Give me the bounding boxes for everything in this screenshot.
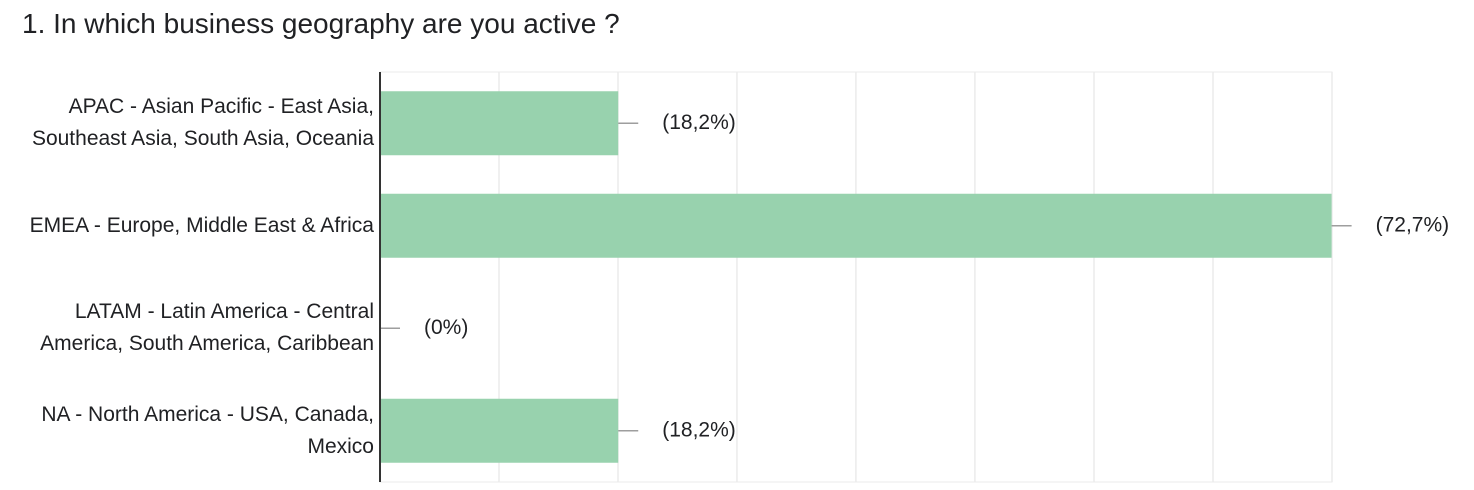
value-label: (18,2%) [662,418,736,441]
y-tick-label: EMEA - Europe, Middle East & Africa [29,213,374,237]
value-label: (0%) [424,316,468,339]
bar [380,91,619,156]
bar [380,398,619,463]
chart-title: 1. In which business geography are you a… [22,8,620,39]
bar [380,193,1332,258]
y-tick-label: LATAM - Latin America - Central America,… [40,300,374,356]
value-label: (18,2%) [662,111,736,134]
value-label: (72,7%) [1376,213,1450,236]
y-tick-label: APAC - Asian Pacific - East Asia, Southe… [31,95,374,151]
y-tick-label: NA - North America - USA, Canada, Mexico [41,402,374,458]
